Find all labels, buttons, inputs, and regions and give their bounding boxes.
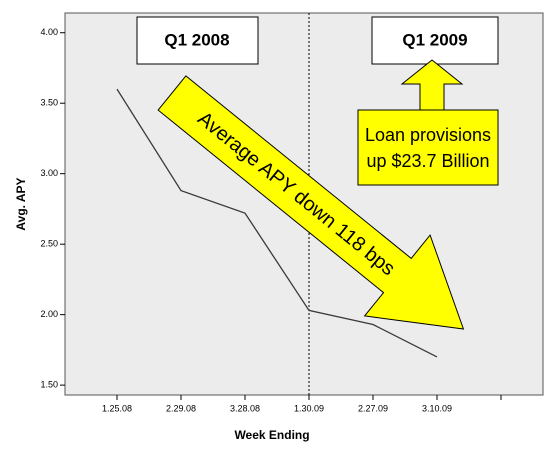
x-tick-label: 3.28.08 xyxy=(230,403,260,413)
x-tick-label: 1.30.09 xyxy=(294,403,324,413)
annotation: Loan provisions xyxy=(365,125,491,145)
y-tick-label: 2.00 xyxy=(40,309,58,319)
y-tick-label: 4.00 xyxy=(40,27,58,37)
annotation: Q1 2009 xyxy=(402,30,467,49)
annotation-box xyxy=(371,16,499,65)
y-tick-label: 3.50 xyxy=(40,98,58,108)
y-tick-label: 1.50 xyxy=(40,380,58,390)
y-tick-label: 2.50 xyxy=(40,239,58,249)
y-tick-label: 3.00 xyxy=(40,168,58,178)
x-tick-label: 3.10.09 xyxy=(422,403,452,413)
annotation: Q1 2008 xyxy=(164,30,229,49)
annotation-box xyxy=(357,109,499,186)
arrow-shape xyxy=(157,75,465,330)
annotation-box xyxy=(136,16,259,65)
x-tick-label: 2.29.08 xyxy=(166,403,196,413)
x-tick-label: 2.27.09 xyxy=(358,403,388,413)
x-tick-label: 1.25.08 xyxy=(102,403,132,413)
series-line xyxy=(116,88,438,358)
annotation: up $23.7 Billion xyxy=(366,151,489,171)
y-axis-label: Avg. APY xyxy=(14,177,28,230)
x-axis-label: Week Ending xyxy=(234,428,309,442)
